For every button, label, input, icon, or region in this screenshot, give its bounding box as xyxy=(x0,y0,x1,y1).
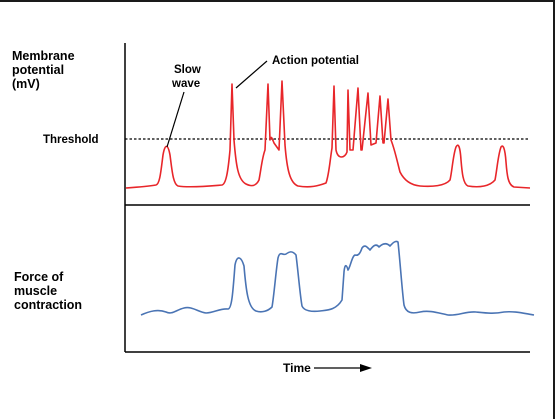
force-label-line-1: Force of xyxy=(14,270,64,284)
top-border xyxy=(0,0,555,2)
membrane-potential-label: Membrane potential (mV) xyxy=(12,49,78,91)
membrane-potential-label-line-1: Membrane xyxy=(12,49,75,63)
force-label-line-3: contraction xyxy=(14,298,82,312)
slow-wave-pointer xyxy=(166,91,185,148)
slow-wave-label: Slow wave xyxy=(171,64,204,90)
force-trace xyxy=(140,240,535,316)
action-potential-pointer xyxy=(235,60,268,89)
membrane-potential-label-line-2: potential xyxy=(12,63,64,77)
force-label: Force of muscle contraction xyxy=(14,270,82,312)
slow-wave-label-line-2: wave xyxy=(171,78,200,90)
right-border xyxy=(553,0,555,419)
time-label: Time xyxy=(283,361,311,375)
threshold-label: Threshold xyxy=(43,134,99,146)
force-label-line-2: muscle xyxy=(14,284,57,298)
membrane-potential-label-line-3: (mV) xyxy=(12,77,40,91)
membrane-potential-trace xyxy=(125,80,531,189)
slow-wave-label-line-1: Slow xyxy=(174,64,201,76)
time-arrow-head xyxy=(360,364,372,372)
action-potential-label: Action potential xyxy=(272,55,359,67)
